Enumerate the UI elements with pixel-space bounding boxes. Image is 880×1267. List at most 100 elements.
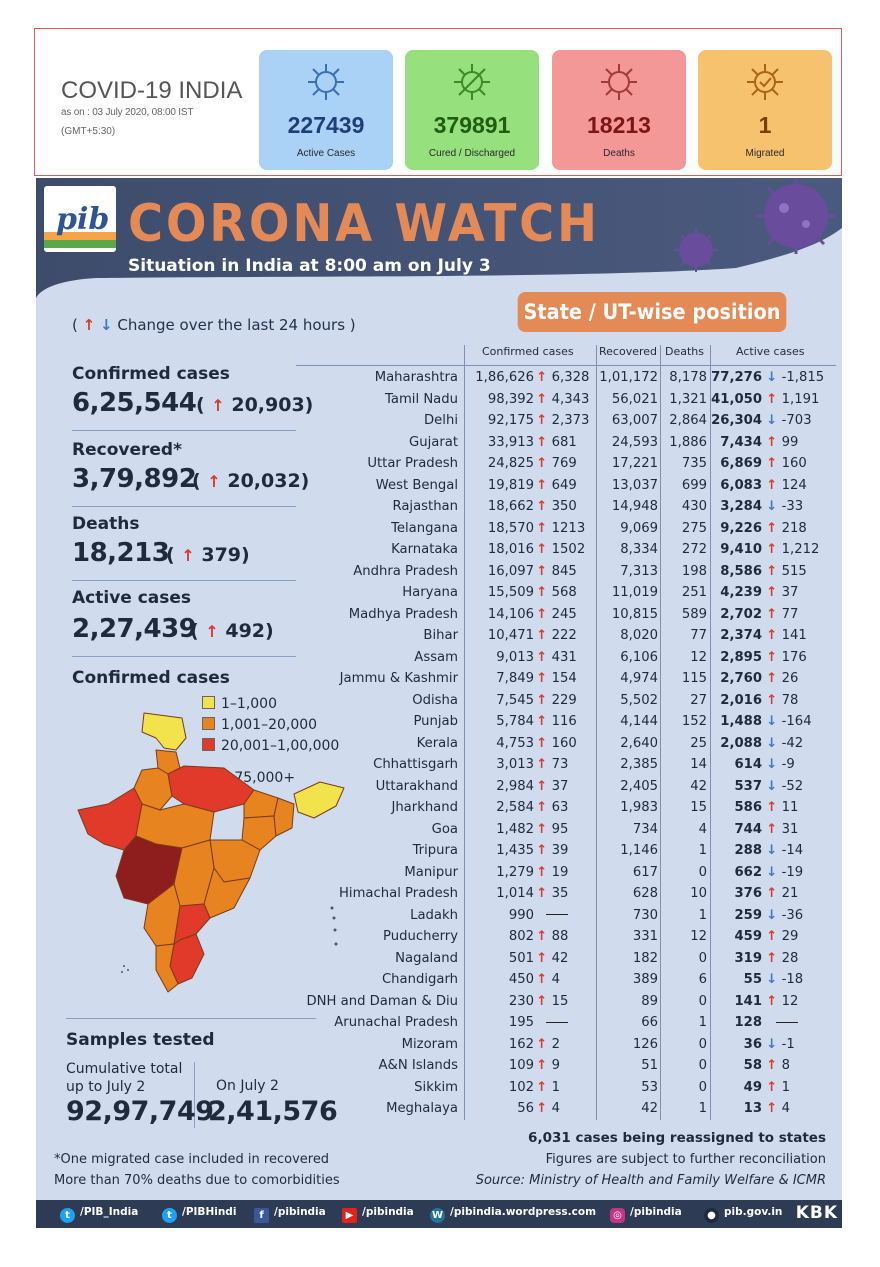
active-change-cell: ↑ 77 <box>766 604 832 626</box>
arrow-up-icon: ↑ <box>536 757 552 772</box>
social-link-website[interactable]: ● pib.gov.in <box>704 1206 782 1223</box>
active-change-cell: ↑ 99 <box>766 432 832 454</box>
arrow-up-icon: ↑ <box>207 472 221 491</box>
cured-card[interactable]: 379891 Cured / Discharged <box>405 50 539 170</box>
active-change-cell: ↓ -42 <box>766 733 832 755</box>
recovered-cell: 66 <box>641 1015 658 1030</box>
confirmed-change-value: 350 <box>551 499 577 514</box>
arrow-up-icon: ↑ <box>766 434 782 450</box>
confirmed-change-cell: ↑ 19 <box>536 862 594 884</box>
deaths-cell: 152 <box>681 714 707 729</box>
confirmed-cell: 501 <box>508 950 534 966</box>
active-cell: 128 <box>734 1015 762 1030</box>
table-row: Nagaland 501 ↑ 42 182 0 319 ↑ 28 <box>296 948 836 970</box>
confirmed-cell: 7,545 <box>496 692 534 708</box>
change-legend-text: Change over the last 24 hours <box>117 316 346 334</box>
arrow-up-icon: ↑ <box>536 778 552 794</box>
social-link-twitter-hindi[interactable]: t/PIBHindi <box>162 1206 236 1223</box>
state-name: Assam <box>414 649 458 665</box>
banner-background <box>36 178 842 298</box>
table-row: Assam 9,013 ↑ 431 6,106 12 2,895 ↑ 176 <box>296 647 836 669</box>
deaths-cell: 0 <box>698 950 707 966</box>
confirmed-cell: 2,984 <box>496 778 534 794</box>
recovered-cell: 4,974 <box>620 671 658 686</box>
confirmed-change-cell: ↑ 4 <box>536 969 594 991</box>
deaths-cell: 12 <box>690 929 707 944</box>
divider <box>72 580 296 581</box>
state-name: A&N Islands <box>378 1058 458 1073</box>
active-cell: 259 <box>734 907 762 923</box>
arrow-up-icon: ↑ <box>766 456 782 471</box>
active-cases-value: 227439 <box>287 112 365 138</box>
active-change-cell: ↑ 8 <box>766 1055 832 1077</box>
active-change-value: -9 <box>781 757 795 772</box>
social-link-twitter-india[interactable]: t/PIB_India <box>60 1206 138 1223</box>
active-cell: 141 <box>734 993 762 1009</box>
confirmed-cell: 10,471 <box>487 628 534 643</box>
active-cell: 7,434 <box>720 434 762 450</box>
confirmed-change-cell: ↑ 1213 <box>536 518 594 540</box>
arrow-up-icon: ↑ <box>181 546 195 565</box>
active-cell: 614 <box>734 757 762 772</box>
deaths-cell: 27 <box>690 692 707 708</box>
confirmed-change-cell: ↑ 431 <box>536 647 594 669</box>
active-cell: 36 <box>743 1036 762 1052</box>
globe-icon: ● <box>704 1208 719 1223</box>
recovered-cell: 4,144 <box>620 714 658 729</box>
table-row: Rajasthan 18,662 ↑ 350 14,948 430 3,284 ↓ -3… <box>296 496 836 518</box>
table-row: Uttar Pradesh 24,825 ↑ 769 17,221 735 6,869 … <box>296 453 836 475</box>
arrow-up-icon: ↑ <box>766 1079 782 1095</box>
social-link-wordpress[interactable]: W/pibindia.wordpress.com <box>430 1206 597 1223</box>
active-cell: 9,226 <box>720 520 762 536</box>
source-note: Source: Ministry of Health and Family We… <box>475 1173 826 1188</box>
deaths-card[interactable]: 18213 Deaths <box>552 50 686 170</box>
confirmed-change-cell: ↑ 35 <box>536 883 594 905</box>
social-bar: t/PIB_India t/PIBHindi f/pibindia ▶/pibi… <box>36 1200 842 1228</box>
arrow-up-icon: ↑ <box>536 972 552 987</box>
table-row: Punjab 5,784 ↑ 116 4,144 152 1,488 ↓ -164 <box>296 711 836 733</box>
migrated-card[interactable]: 1 Migrated <box>698 50 832 170</box>
confirmed-cell: 16,097 <box>487 563 534 579</box>
active-cell: 6,869 <box>720 456 762 471</box>
arrow-up-icon: ↑ <box>536 714 552 729</box>
active-change-cell: ↓ -36 <box>766 905 832 927</box>
deaths-cell: 0 <box>698 1036 707 1052</box>
active-change-value: 1,191 <box>781 391 820 407</box>
migrated-value: 1 <box>758 112 772 138</box>
recovered-cell: 51 <box>641 1058 658 1073</box>
deaths-cell: 2,864 <box>669 413 707 428</box>
social-link-youtube[interactable]: ▶/pibindia <box>342 1206 414 1223</box>
map-legend-title: Confirmed cases <box>72 668 230 688</box>
arrow-up-icon: ↑ <box>536 413 552 428</box>
confirmed-change-value: 19 <box>551 864 569 880</box>
state-name: Uttarakhand <box>375 778 458 794</box>
active-change-cell: ↑ 1,212 <box>766 539 832 561</box>
recovered-cell: 1,146 <box>620 843 658 858</box>
social-link-instagram[interactable]: ◎/pibindia <box>610 1206 682 1223</box>
legend-item: 20,001–1,00,000 <box>202 738 339 754</box>
active-change-cell: ↑ 160 <box>766 453 832 475</box>
arrow-down-icon: ↓ <box>766 714 782 729</box>
table-row: Meghalaya 56 ↑ 4 42 1 13 ↑ 4 <box>296 1098 836 1120</box>
deaths-cell: 25 <box>690 735 707 751</box>
arrow-up-icon: ↑ <box>536 1036 552 1052</box>
arrow-up-icon: ↑ <box>766 800 782 815</box>
active-cases-card[interactable]: 227439 Active Cases <box>259 50 393 170</box>
active-change-value: -1 <box>781 1036 795 1052</box>
confirmed-change-value: 154 <box>551 671 577 686</box>
arrow-up-icon: ↑ <box>536 499 552 514</box>
active-change-cell: ↑ 1,191 <box>766 389 832 411</box>
confirmed-cell: 2,584 <box>496 800 534 815</box>
recovered-cell: 53 <box>641 1079 658 1095</box>
confirmed-change-value: 769 <box>551 456 577 471</box>
migrated-label: Migrated <box>745 148 785 159</box>
active-change-cell: ↑ 176 <box>766 647 832 669</box>
confirmed-change-value: 4 <box>551 972 561 987</box>
social-link-facebook[interactable]: f/pibindia <box>254 1206 326 1223</box>
confirmed-value: 6,25,544 <box>72 388 197 418</box>
confirmed-change-value: 15 <box>551 993 569 1009</box>
state-name: Karnataka <box>391 542 458 557</box>
confirmed-cell: 19,819 <box>487 477 534 493</box>
confirmed-cell: 24,825 <box>487 456 534 471</box>
confirmed-change-cell: ↑ 681 <box>536 432 594 454</box>
